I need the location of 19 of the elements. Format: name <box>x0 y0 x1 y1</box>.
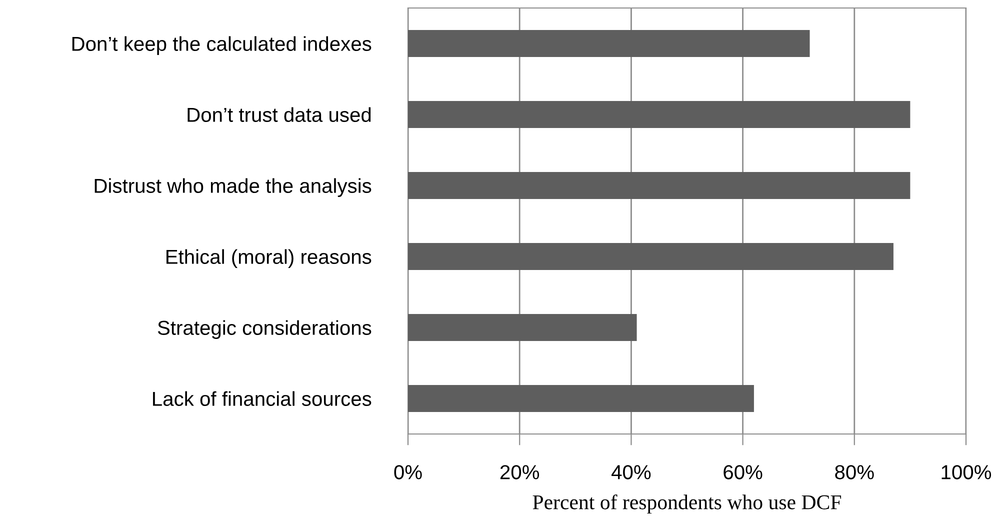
x-tick-label: 0% <box>394 465 422 480</box>
y-tick-label: Don’t trust data used <box>188 107 371 122</box>
bar <box>408 30 810 57</box>
bar <box>408 385 754 412</box>
x-tick-label: 60% <box>724 465 762 480</box>
x-tick-label: 80% <box>835 465 874 480</box>
bar <box>408 243 894 270</box>
bar <box>408 172 910 199</box>
x-tick-label: 100% <box>942 465 992 480</box>
x-axis-title: Percent of respondents who use DCF <box>532 494 842 514</box>
y-tick-label: Lack of financial sources <box>153 391 372 406</box>
y-tick-label: Strategic considerations <box>158 320 372 339</box>
y-tick-label: Distrust who made the analysis <box>94 178 372 197</box>
y-tick-label: Don’t keep the calculated indexes <box>72 36 372 55</box>
bar <box>408 314 637 341</box>
bar <box>408 101 910 128</box>
x-tick-label: 40% <box>612 465 651 480</box>
y-tick-label: Ethical (moral) reasons <box>166 249 372 268</box>
x-tick-label: 20% <box>500 465 540 480</box>
